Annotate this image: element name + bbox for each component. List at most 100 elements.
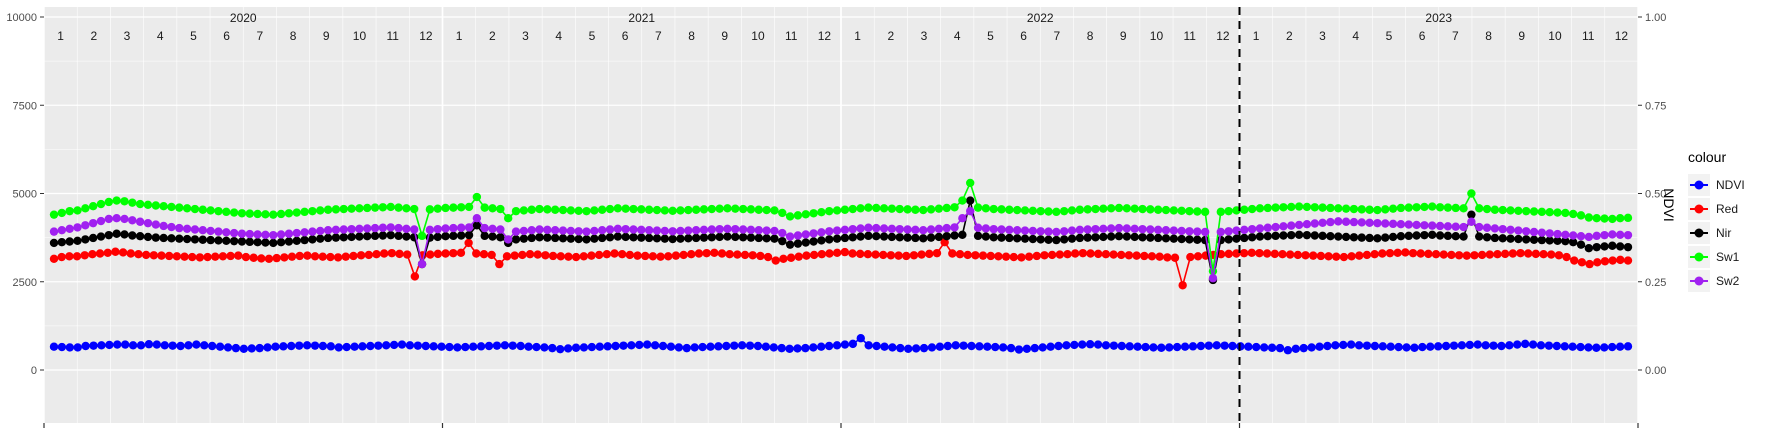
data-point (342, 342, 351, 352)
data-point (88, 218, 98, 228)
data-point (433, 204, 442, 213)
data-point (832, 248, 842, 258)
data-point (1155, 252, 1164, 261)
data-point (1293, 250, 1303, 260)
data-point (1592, 214, 1601, 223)
data-point (1497, 341, 1506, 351)
data-point (426, 250, 435, 259)
data-point (603, 342, 612, 351)
data-point (269, 230, 278, 240)
data-point (500, 341, 510, 350)
data-point (511, 206, 521, 216)
data-point (347, 232, 356, 242)
data-point (1570, 256, 1579, 265)
axes: 0 2500 5000 7500 10000 0.00 0.25 0.50 0.75 1.00 (6, 12, 1666, 428)
data-point (621, 232, 630, 242)
data-point (143, 200, 153, 209)
data-point (676, 206, 685, 215)
data-point (706, 342, 715, 351)
data-point (323, 233, 333, 243)
data-point (926, 225, 936, 234)
data-point (168, 341, 177, 350)
data-point (175, 234, 184, 243)
data-point (192, 340, 201, 349)
left-tick-label: 2500 (13, 277, 37, 289)
data-point (292, 236, 301, 246)
data-point (237, 229, 247, 238)
data-point (284, 229, 294, 238)
data-point (676, 226, 685, 236)
data-point (1020, 226, 1030, 235)
data-point (1498, 224, 1507, 234)
data-point (1323, 341, 1332, 351)
data-point (896, 343, 905, 353)
data-point (151, 201, 161, 210)
legend-title: colour (1688, 149, 1726, 165)
data-point (895, 233, 904, 242)
data-point (347, 224, 356, 234)
data-point (644, 205, 654, 214)
data-point (1600, 242, 1609, 251)
data-point (919, 205, 928, 215)
data-point (1506, 225, 1515, 235)
data-point (887, 204, 897, 213)
month-label: 7 (655, 29, 662, 43)
data-point (1576, 232, 1586, 241)
data-point (911, 225, 920, 235)
data-point (136, 341, 146, 350)
legend-label: NDVI (1716, 178, 1745, 192)
data-point (1547, 250, 1556, 259)
data-point (1310, 231, 1319, 240)
data-point (1475, 204, 1484, 213)
data-point (308, 227, 317, 236)
data-point (856, 224, 865, 233)
data-point (135, 199, 145, 209)
data-point (80, 251, 89, 260)
month-label: 11 (386, 29, 399, 43)
data-point (206, 206, 215, 215)
data-point (1193, 227, 1202, 236)
data-point (707, 225, 716, 234)
data-point (902, 251, 911, 261)
data-point (754, 233, 763, 243)
data-point (1170, 253, 1180, 262)
data-point (762, 234, 771, 243)
data-point (1083, 205, 1092, 214)
data-point (1408, 248, 1418, 258)
data-point (334, 343, 343, 352)
data-point (1439, 250, 1448, 259)
data-point (942, 203, 951, 213)
data-point (1378, 249, 1387, 258)
data-point (809, 250, 819, 260)
data-point (496, 233, 505, 242)
data-point (1394, 342, 1403, 352)
data-point (1259, 343, 1269, 352)
data-point (1106, 204, 1116, 213)
data-point (1099, 224, 1108, 233)
data-point (1196, 341, 1206, 351)
data-point (410, 225, 419, 234)
data-point (1607, 342, 1617, 352)
data-point (1378, 342, 1388, 351)
data-point (152, 340, 162, 349)
data-point (1477, 250, 1487, 260)
data-point (731, 224, 740, 234)
data-point (1475, 222, 1484, 232)
data-point (1117, 341, 1126, 351)
data-point (1493, 250, 1502, 259)
data-point (1435, 231, 1445, 240)
month-label: 4 (555, 29, 562, 43)
data-point (318, 252, 327, 261)
data-point (1178, 281, 1187, 290)
data-point (300, 207, 309, 217)
data-point (1545, 208, 1554, 217)
series-sw1 (49, 178, 1633, 276)
data-point (1091, 224, 1100, 234)
data-point (292, 208, 301, 217)
data-point (449, 231, 458, 241)
data-point (104, 214, 114, 224)
data-point (1153, 233, 1163, 243)
series-sw2 (49, 206, 1633, 283)
data-point (214, 227, 223, 236)
data-point (1447, 250, 1456, 260)
